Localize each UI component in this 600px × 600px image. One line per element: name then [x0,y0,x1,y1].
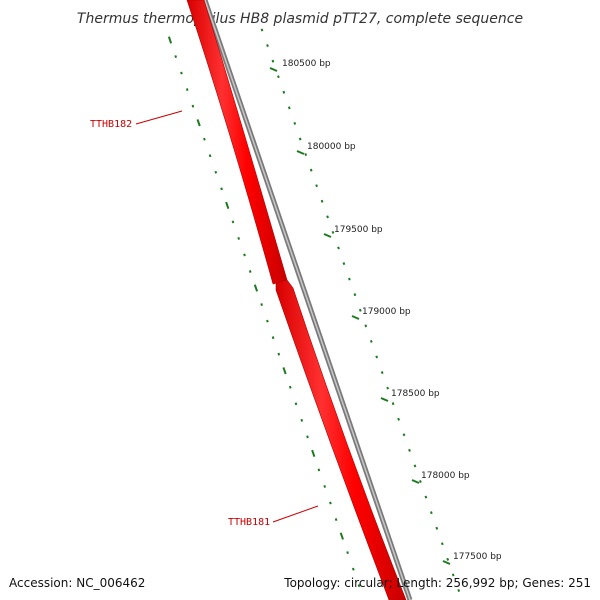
track-minor-tick [266,319,269,323]
track-minor-tick [300,418,304,422]
track-minor-tick [348,277,351,281]
track-minor-tick [287,106,291,110]
track-minor-tick [346,551,349,555]
ruler-tick-label: 179000 bp [362,307,411,317]
track-minor-tick [435,526,439,530]
track-minor-tick [397,417,400,421]
ruler-tick-label: 178500 bp [391,389,440,399]
track-minor-tick [304,153,308,157]
inner-dotted-track [167,36,361,588]
track-minor-tick [231,220,235,224]
track-minor-tick [220,187,223,191]
track-minor-tick [408,448,411,452]
track-minor-tick [323,484,327,488]
track-minor-tick [451,573,455,577]
track-minor-tick [309,168,313,172]
track-minor-tick [391,402,395,406]
track-minor-tick [446,557,450,561]
track-minor-tick [402,433,406,437]
track-minor-tick [243,253,246,257]
track-minor-tick [271,59,275,63]
track-minor-tick [214,170,218,174]
ruler-tick-label: 178000 bp [421,471,470,481]
ruler-tick-label: 177500 bp [453,552,502,562]
track-minor-tick [203,137,206,141]
ruler-major-tick [351,315,360,320]
track-minor-tick [424,495,428,499]
map-title: Thermus thermophilus HB8 plasmid pTT27, … [77,11,523,27]
ruler-major-tick [411,479,420,484]
track-minor-tick [440,542,444,546]
track-minor-tick [413,464,417,468]
track-minor-tick [351,567,355,571]
backbone-highlight [204,0,411,600]
track-minor-tick [185,88,189,92]
track-minor-tick [266,44,269,48]
ruler-major-tick [296,150,305,155]
track-minor-tick [326,215,329,219]
track-minor-tick [248,270,252,273]
track-major-tick [225,201,230,210]
track-minor-tick [357,584,361,588]
gene-arrow-tthb181[interactable] [275,279,407,600]
track-major-tick [311,449,316,458]
track-minor-tick [375,355,379,359]
accession-text: Accession: NC_006462 [9,576,145,590]
track-minor-tick [320,199,324,203]
track-minor-tick [277,352,281,356]
track-major-tick [339,532,344,540]
track-major-tick [282,367,287,375]
track-major-tick [167,36,173,44]
track-minor-tick [430,511,433,515]
track-minor-tick [306,435,309,439]
track-minor-tick [342,262,346,266]
track-minor-tick [331,230,335,234]
gene-pointer-tthb182 [135,110,183,125]
track-minor-tick [260,303,263,306]
ruler-major-tick [269,67,278,72]
track-minor-tick [271,336,275,340]
gene-arrow-tthb182[interactable] [186,0,288,285]
track-minor-tick [369,339,373,343]
track-major-tick [253,284,259,292]
track-minor-tick [294,402,298,406]
track-minor-tick [288,385,292,389]
ruler-tick-label: 179500 bp [334,225,383,235]
track-minor-tick [353,293,357,297]
gene-label-tthb181[interactable]: TTHB181 [228,517,270,528]
track-minor-tick [315,184,318,188]
track-minor-tick [298,137,302,141]
track-minor-tick [457,589,461,592]
track-minor-tick [380,371,384,375]
track-minor-tick [386,386,389,390]
ruler-tick-label: 180500 bp [282,59,331,69]
track-minor-tick [282,90,286,94]
ruler-tick-label: 180000 bp [307,142,356,152]
track-minor-tick [237,236,241,240]
track-minor-tick [293,121,297,125]
track-minor-tick [277,75,280,79]
gene-label-tthb182[interactable]: TTHB182 [90,119,132,130]
track-minor-tick [260,28,264,32]
track-minor-tick [174,55,178,59]
ruler-track [260,28,461,592]
topology-summary: Topology: circular; Length: 256,992 bp; … [283,576,591,590]
track-minor-tick [208,154,212,158]
track-minor-tick [358,308,362,312]
track-minor-tick [337,246,340,250]
track-minor-tick [180,71,183,75]
track-minor-tick [419,480,422,483]
track-minor-tick [191,104,195,108]
track-minor-tick [317,468,321,472]
ruler-labels: 180500 bp 180000 bp 179500 bp 179000 bp … [269,59,502,565]
ruler-major-tick [380,397,389,402]
track-minor-tick [364,324,368,328]
ruler-major-tick [323,233,332,238]
track-minor-tick [329,501,332,505]
ruler-major-tick [442,560,451,565]
gene-pointer-tthb181 [272,505,319,523]
track-minor-tick [334,518,338,522]
track-major-tick [196,119,201,127]
